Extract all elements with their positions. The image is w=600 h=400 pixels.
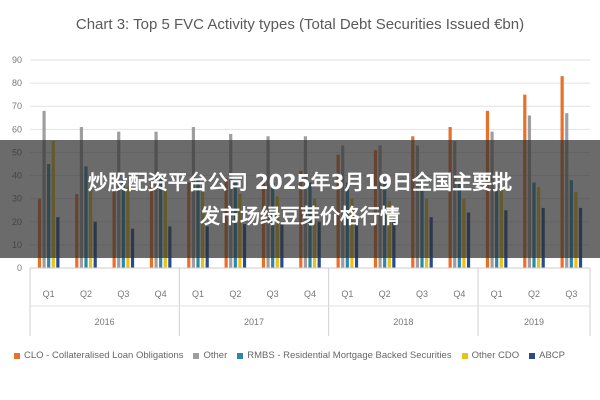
x-tick-label: Q2 (229, 289, 241, 299)
chart-title: Chart 3: Top 5 FVC Activity types (Total… (75, 16, 525, 33)
x-tick-label: Q1 (192, 289, 204, 299)
legend-swatch (14, 352, 20, 359)
legend-label: RMBS - Residential Mortgage Backed Secur… (247, 350, 452, 361)
x-tick-label: Q1 (491, 289, 503, 299)
legend-label: CLO - Collateralised Loan Obligations (24, 350, 184, 361)
overlay-banner (0, 140, 600, 258)
year-label: 2016 (95, 317, 115, 327)
overlay-caption: 炒股配资平台公司 2025年3月19日全国主要批 发市场绿豆芽价格行情 (0, 165, 600, 233)
x-tick-label: Q3 (416, 289, 428, 299)
x-tick-label: Q3 (117, 289, 129, 299)
legend-label: Other CDO (471, 350, 520, 361)
x-tick-label: Q1 (341, 289, 353, 299)
x-tick-label: Q4 (453, 289, 465, 299)
y-tick-label: 60 (12, 124, 22, 134)
legend-swatch (237, 352, 244, 359)
legend-item: ABCP (529, 350, 565, 361)
x-tick-label: Q4 (304, 289, 316, 299)
y-tick-label: 80 (12, 78, 22, 88)
year-label: 2018 (393, 317, 413, 327)
x-tick-label: Q2 (528, 289, 540, 299)
legend-swatch (529, 352, 536, 359)
legend-swatch (193, 352, 200, 359)
legend-item: Other CDO (461, 350, 520, 361)
legend-item: RMBS - Residential Mortgage Backed Secur… (237, 350, 452, 361)
legend-label: Other (203, 350, 228, 361)
x-tick-label: Q3 (565, 289, 577, 299)
y-tick-label: 90 (12, 55, 22, 65)
y-tick-label: 0 (17, 263, 22, 273)
x-tick-label: Q2 (80, 289, 92, 299)
overlay-line-2: 发市场绿豆芽价格行情 (200, 204, 400, 228)
y-tick-label: 70 (12, 101, 22, 111)
legend-item: CLO - Collateralised Loan Obligations (14, 350, 183, 361)
x-tick-label: Q1 (43, 289, 55, 299)
legend-label: ABCP (539, 350, 565, 361)
overlay-line-1: 炒股配资平台公司 2025年3月19日全国主要批 (87, 170, 513, 194)
chart-legend: CLO - Collateralised Loan Obligations Oth… (14, 350, 594, 361)
x-axis: Q1 Q2 Q3 Q4 Q1 Q2 Q3 Q4 Q1 Q2 Q3 Q4 Q1 Q2 Q3 2016 2017 20… (29, 267, 591, 336)
legend-swatch (461, 352, 468, 359)
legend-item: Other (193, 350, 227, 361)
year-label: 2017 (244, 317, 264, 327)
x-tick-label: Q3 (267, 289, 279, 299)
x-tick-label: Q2 (379, 289, 391, 299)
year-label: 2019 (524, 317, 544, 327)
x-tick-label: Q4 (155, 289, 167, 299)
